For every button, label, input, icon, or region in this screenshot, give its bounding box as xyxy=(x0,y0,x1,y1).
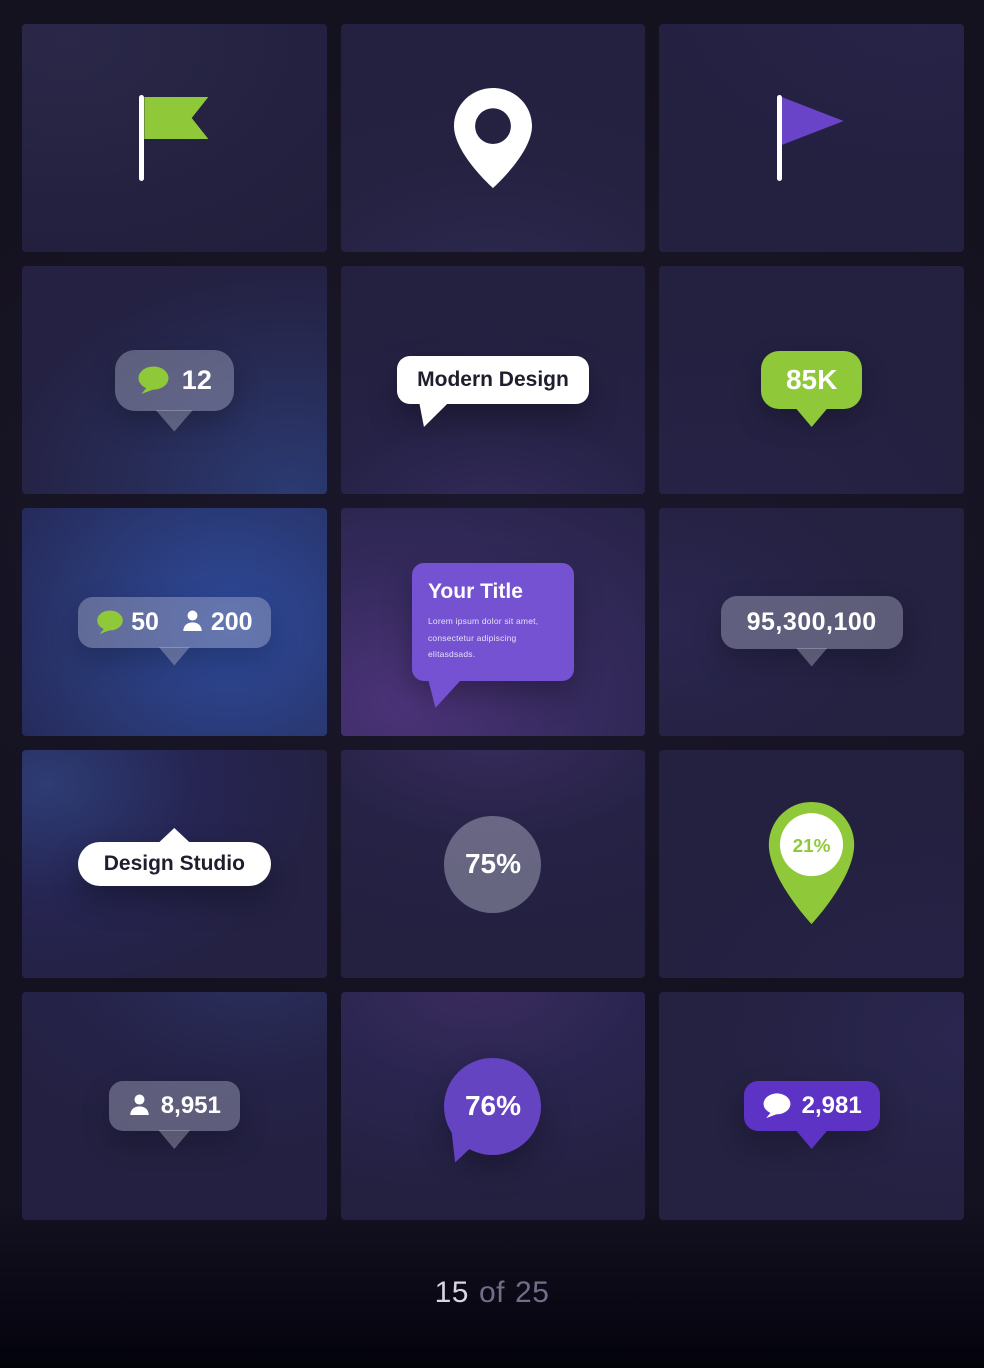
number-badge-value: 95,300,100 xyxy=(746,607,877,636)
percent-pin-icon: 21% xyxy=(763,800,860,928)
tile-76-percent[interactable]: 76% xyxy=(340,992,646,1220)
percent-value: 75% xyxy=(464,848,521,879)
design-studio-label: Design Studio xyxy=(103,852,245,875)
elements-grid: 12 Modern Design 85K 50 xyxy=(22,24,964,1220)
tile-title-card[interactable]: Your Title Lorem ipsum dolor sit amet, c… xyxy=(340,508,646,736)
tile-21-percent-pin[interactable]: 21% xyxy=(659,750,964,978)
flag-pole xyxy=(139,95,145,181)
pagination-separator: of xyxy=(478,1276,506,1309)
tile-design-studio[interactable]: Design Studio xyxy=(22,750,327,978)
title-card-body-line1: Lorem ipsum dolor sit amet, xyxy=(427,616,539,627)
badge-tail xyxy=(795,647,828,667)
tile-location-pin[interactable] xyxy=(340,24,646,252)
card-tail xyxy=(427,678,462,708)
tile-stats-badge[interactable]: 50 200 xyxy=(22,508,327,736)
green-flag-icon xyxy=(139,95,209,181)
badge-tail xyxy=(795,1130,828,1149)
users-count-value: 200 xyxy=(210,607,253,636)
pagination: 15 of 25 xyxy=(0,1220,984,1366)
tile-green-flag[interactable] xyxy=(22,24,327,252)
tile-75-percent[interactable]: 75% xyxy=(340,750,646,978)
users-badge-value: 8,951 xyxy=(160,1092,221,1119)
green-count-badge: 85K xyxy=(760,351,863,427)
comment-icon xyxy=(137,365,170,395)
comments-badge-value: 2,981 xyxy=(801,1092,862,1119)
badge-tail xyxy=(795,408,828,427)
bubble-tail xyxy=(419,402,450,427)
comments-count-value: 50 xyxy=(131,607,159,636)
green-count-value: 85K xyxy=(785,364,838,395)
pennant-flag-icon xyxy=(776,95,847,181)
title-card-heading: Your Title xyxy=(427,580,523,604)
percent-value: 76% xyxy=(464,1090,521,1121)
badge-tail xyxy=(158,646,191,666)
pin-percent-value: 21% xyxy=(793,836,831,857)
bubble-tail-top xyxy=(157,828,192,844)
tile-purple-pennant[interactable] xyxy=(659,24,964,252)
user-icon xyxy=(128,1094,151,1118)
tile-modern-design[interactable]: Modern Design xyxy=(340,266,646,494)
tile-number-badge[interactable]: 95,300,100 xyxy=(659,508,964,736)
users-badge: 8,951 xyxy=(108,1081,240,1149)
comment-count-value: 12 xyxy=(181,364,212,395)
pennant-cloth xyxy=(781,97,844,145)
badge-tail xyxy=(155,409,194,432)
tile-85k-badge[interactable]: 85K xyxy=(659,266,964,494)
design-studio-bubble: Design Studio xyxy=(77,828,271,886)
comment-count-badge: 12 xyxy=(114,349,234,432)
tile-comments-badge[interactable]: 2,981 xyxy=(659,992,964,1220)
title-card: Your Title Lorem ipsum dolor sit amet, c… xyxy=(411,563,574,708)
title-card-body-line2: consectetur adipiscing elitasdsads. xyxy=(427,632,517,660)
comment-icon xyxy=(96,610,124,635)
comments-badge: 2,981 xyxy=(743,1081,880,1149)
modern-design-label: Modern Design xyxy=(417,368,569,391)
percent-circle: 75% xyxy=(444,815,542,913)
modern-design-bubble: Modern Design xyxy=(397,356,589,427)
tile-users-badge[interactable]: 8,951 xyxy=(22,992,327,1220)
stats-badge: 50 200 xyxy=(78,596,271,666)
percent-bubble: 76% xyxy=(444,1057,542,1163)
bubble-tail xyxy=(451,1130,478,1163)
pagination-total: 25 xyxy=(515,1276,550,1309)
comment-icon xyxy=(762,1093,792,1119)
pennant-pole xyxy=(776,95,782,181)
pagination-current: 15 xyxy=(434,1276,469,1309)
flag-cloth xyxy=(144,97,209,139)
badge-tail xyxy=(158,1130,191,1149)
number-badge: 95,300,100 xyxy=(720,595,903,667)
user-icon xyxy=(181,610,204,634)
tile-comment-count[interactable]: 12 xyxy=(22,266,327,494)
map-pin-icon xyxy=(453,88,532,188)
